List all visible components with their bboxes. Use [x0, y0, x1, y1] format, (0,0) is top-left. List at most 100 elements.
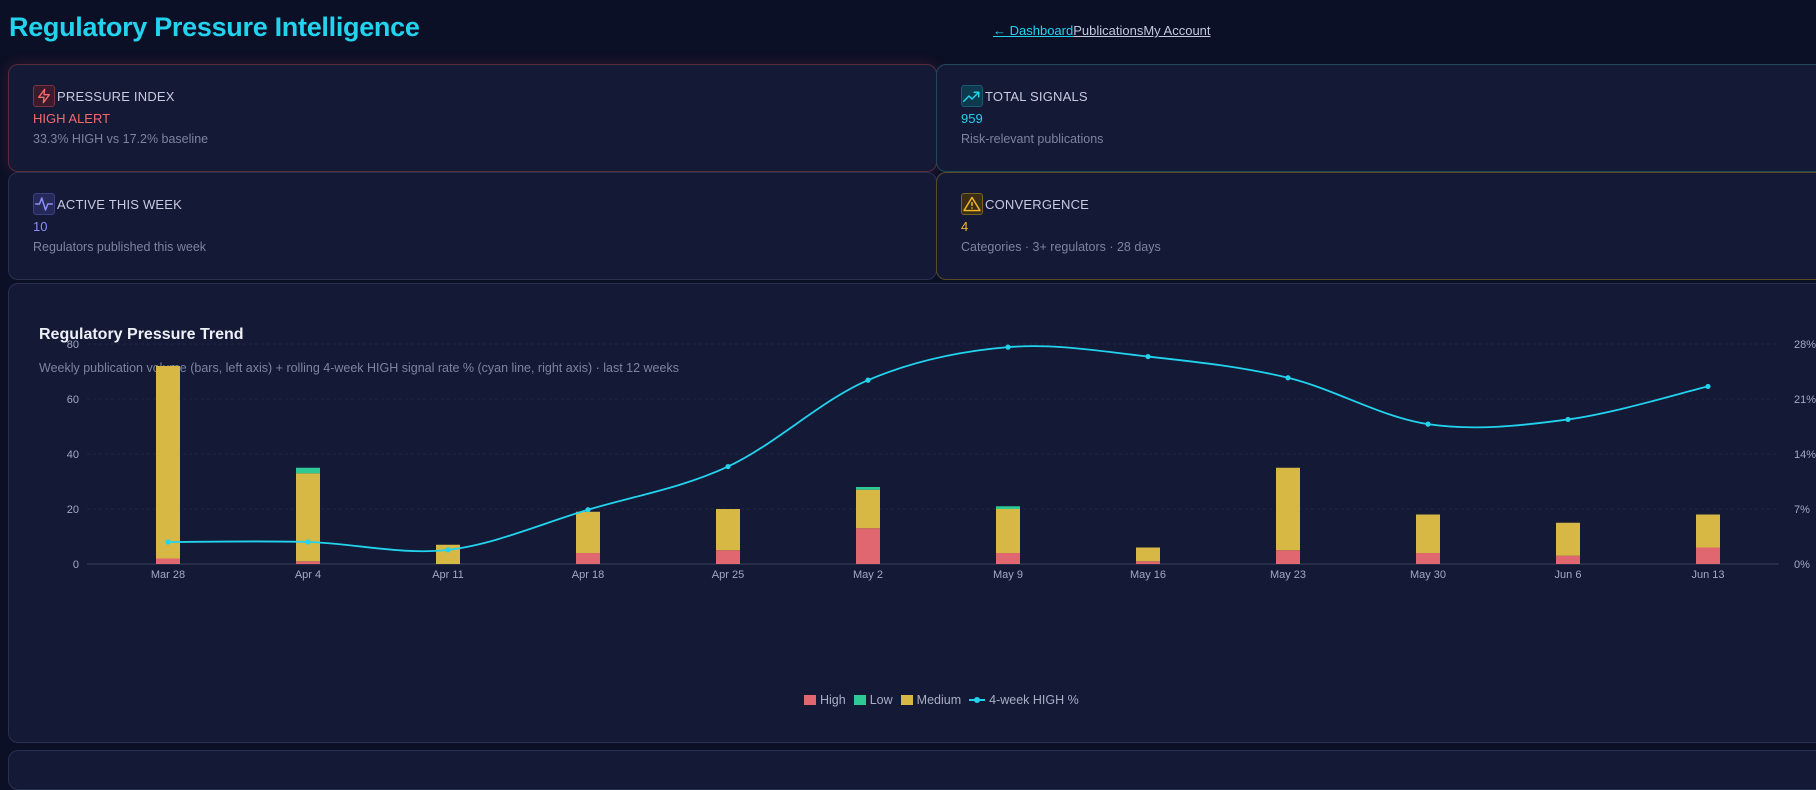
legend-swatch-line — [969, 695, 986, 705]
x-axis-tick: May 30 — [1410, 569, 1446, 581]
x-axis-tick: Jun 6 — [1555, 569, 1582, 581]
total-signals-label: TOTAL SIGNALS — [985, 88, 1088, 104]
bar-medium — [716, 509, 740, 551]
next-panel — [8, 750, 1816, 790]
high-rate-point — [1425, 421, 1431, 427]
activity-icon — [33, 193, 55, 215]
high-rate-point — [165, 539, 171, 545]
x-axis-tick: Apr 11 — [432, 569, 464, 581]
bar-medium — [1136, 547, 1160, 562]
bar-high — [996, 553, 1020, 564]
high-rate-point — [305, 539, 311, 545]
x-axis-tick: May 16 — [1130, 569, 1166, 581]
x-axis-tick: May 2 — [853, 569, 883, 581]
main-nav: ← Dashboard Publications My Account — [993, 23, 1211, 38]
bar-medium — [1696, 514, 1720, 548]
high-rate-point — [445, 547, 451, 553]
bar-high — [296, 561, 320, 564]
legend-swatch-low — [853, 695, 866, 705]
total-signals-sub: Risk-relevant publications — [961, 132, 1104, 146]
high-rate-point — [1145, 353, 1151, 360]
total-signals-card: TOTAL SIGNALS 959 Risk-relevant publicat… — [936, 64, 1816, 172]
left-axis-tick: 80 — [67, 339, 79, 351]
legend-item-medium[interactable]: Medium — [900, 693, 962, 707]
high-rate-point — [1285, 375, 1291, 381]
nav-account-link[interactable]: My Account — [1143, 23, 1211, 38]
high-rate-point — [1565, 416, 1571, 423]
x-axis-tick: Mar 28 — [151, 569, 185, 581]
active-week-label: ACTIVE THIS WEEK — [57, 196, 183, 212]
left-axis-tick: 0 — [73, 559, 79, 571]
high-rate-point — [725, 463, 731, 470]
x-axis-tick: Apr 18 — [572, 569, 604, 581]
bar-medium — [1416, 514, 1440, 553]
legend-label-medium: Medium — [916, 693, 962, 707]
app-title: Regulatory Pressure Intelligence — [9, 12, 420, 42]
legend-item-low[interactable]: Low — [853, 693, 893, 707]
bar-high — [856, 528, 880, 564]
x-axis-tick: Apr 4 — [295, 569, 321, 581]
top-bar: Regulatory Pressure Intelligence ← Dashb… — [0, 0, 1816, 64]
x-axis-tick: Jun 13 — [1691, 569, 1724, 581]
legend-label-high-rate: 4-week HIGH % — [989, 693, 1079, 707]
left-axis-tick: 60 — [67, 394, 79, 406]
right-axis-tick: 0% — [1794, 559, 1810, 571]
legend-swatch-high — [804, 695, 816, 705]
bar-high — [1416, 553, 1440, 564]
pressure-index-value: HIGH ALERT — [33, 111, 111, 126]
legend-swatch-medium — [900, 695, 913, 705]
pressure-trend-card: Regulatory Pressure Trend Weekly publica… — [8, 283, 1816, 743]
bar-medium — [1276, 467, 1300, 551]
nav-dashboard-link[interactable]: ← Dashboard — [993, 23, 1074, 38]
high-rate-point — [865, 377, 871, 383]
active-week-card: ACTIVE THIS WEEK 10 Regulators published… — [8, 172, 937, 280]
chart-title: Regulatory Pressure Trend — [39, 326, 244, 343]
legend-label-low: Low — [869, 693, 893, 707]
x-axis-tick: May 23 — [1270, 569, 1306, 581]
pressure-index-sub: 33.3% HIGH vs 17.2% baseline — [33, 132, 209, 146]
bar-medium — [856, 489, 880, 529]
bar-high — [716, 550, 740, 564]
legend-label-high: High — [820, 693, 846, 707]
bar-low — [856, 487, 880, 490]
convergence-value: 4 — [961, 219, 969, 234]
bar-low — [296, 467, 320, 474]
convergence-label: CONVERGENCE — [985, 196, 1090, 212]
right-axis-tick: 21% — [1794, 394, 1816, 406]
high-rate-point — [585, 507, 591, 513]
convergence-card: CONVERGENCE 4 Categories · 3+ regulators… — [936, 172, 1816, 280]
left-axis-tick: 20 — [67, 504, 79, 516]
bar-high — [156, 558, 180, 564]
high-rate-point — [1705, 383, 1711, 390]
pressure-index-label: PRESSURE INDEX — [57, 88, 175, 104]
active-week-value: 10 — [33, 219, 48, 234]
legend-item-high[interactable]: High — [804, 693, 846, 707]
warning-icon — [961, 193, 983, 215]
bar-low — [996, 506, 1020, 509]
bar-high — [1276, 550, 1300, 564]
bar-high — [1136, 561, 1160, 564]
chart-subtitle: Weekly publication volume (bars, left ax… — [39, 361, 679, 375]
high-rate-line — [167, 345, 1709, 553]
bar-high — [576, 553, 600, 564]
trending-up-icon — [961, 85, 983, 107]
right-axis-tick: 14% — [1794, 449, 1816, 461]
bar-medium — [576, 511, 600, 553]
x-axis-tick: Apr 25 — [712, 569, 744, 581]
active-week-sub: Regulators published this week — [33, 240, 207, 254]
high-rate-point — [1005, 344, 1011, 350]
lightning-icon — [33, 85, 55, 107]
pressure-trend-chart: 0 20 40 60 80 0% 7% 14% 21% 28% Mar 28 Apr 4 Apr 11 A… — [67, 339, 1816, 581]
bar-medium — [996, 509, 1020, 553]
left-axis-tick: 40 — [67, 449, 79, 461]
bar-medium — [296, 473, 320, 562]
bar-high — [1696, 547, 1720, 564]
bar-high — [1556, 555, 1580, 564]
pressure-index-card: PRESSURE INDEX HIGH ALERT 33.3% HIGH vs … — [8, 64, 937, 172]
chart-legend: High Low Medium 4-week HIGH % — [804, 693, 1079, 707]
legend-item-high-rate[interactable]: 4-week HIGH % — [969, 693, 1079, 707]
bar-medium — [1556, 522, 1580, 556]
total-signals-value: 959 — [961, 111, 983, 126]
nav-publications-link[interactable]: Publications — [1073, 23, 1144, 38]
right-axis-tick: 28% — [1794, 339, 1816, 351]
